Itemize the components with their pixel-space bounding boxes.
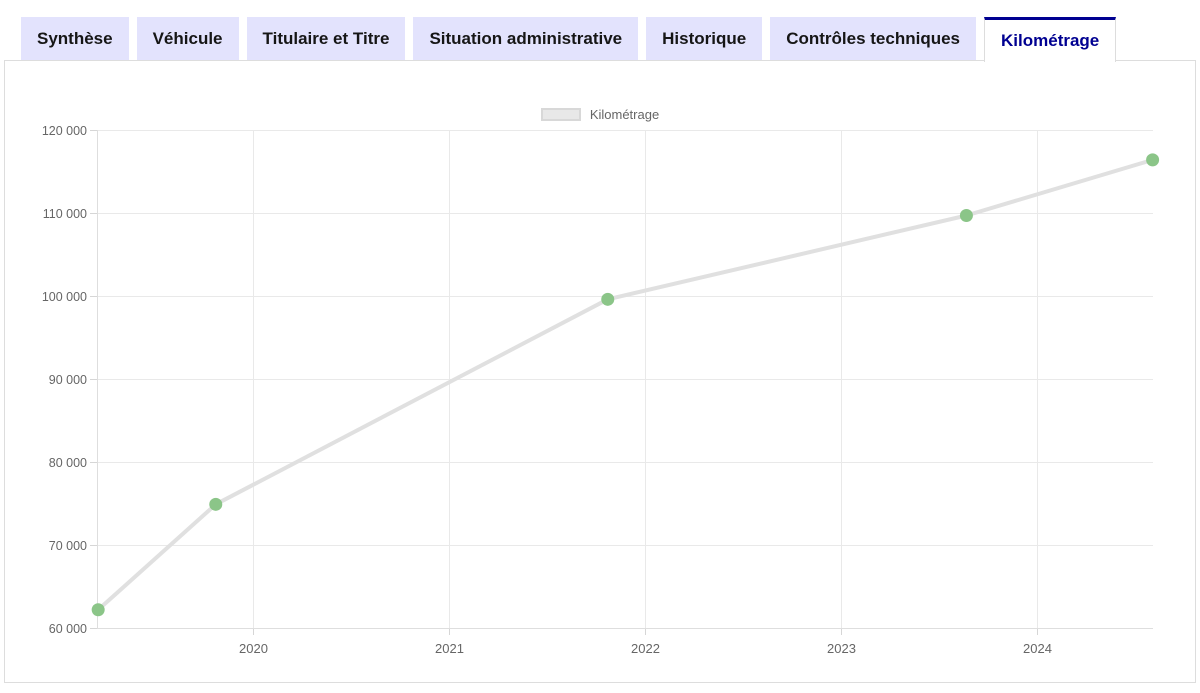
tab-titulaire-et-titre[interactable]: Titulaire et Titre xyxy=(246,17,406,60)
x-tick-label: 2023 xyxy=(827,641,856,656)
tab-vehicule[interactable]: Véhicule xyxy=(136,17,239,60)
chart-legend: Kilométrage xyxy=(0,102,1200,126)
data-point[interactable] xyxy=(959,208,973,222)
tab-kilometrage[interactable]: Kilométrage xyxy=(984,17,1117,62)
y-tick-label: 70 000 xyxy=(49,539,87,553)
data-point[interactable] xyxy=(1146,153,1160,167)
x-tick-label: 2022 xyxy=(631,641,660,656)
tab-historique[interactable]: Historique xyxy=(646,17,763,60)
y-tick-label: 100 000 xyxy=(42,290,87,304)
data-point[interactable] xyxy=(209,497,223,511)
y-tick-label: 110 000 xyxy=(43,207,87,221)
tab-panel xyxy=(4,60,1196,683)
y-tick-label: 60 000 xyxy=(49,622,87,636)
y-tick-label: 90 000 xyxy=(49,373,87,387)
x-tick-label: 2024 xyxy=(1023,641,1052,656)
tab-controles-techniques[interactable]: Contrôles techniques xyxy=(770,17,977,60)
data-point[interactable] xyxy=(601,292,615,306)
x-tick-label: 2021 xyxy=(435,641,464,656)
y-tick-label: 120 000 xyxy=(42,124,87,138)
tab-synthese[interactable]: Synthèse xyxy=(21,17,129,60)
y-tick-label: 80 000 xyxy=(49,456,87,470)
tab-bar: Synthèse Véhicule Titulaire et Titre Sit… xyxy=(21,17,1117,62)
legend-swatch xyxy=(540,107,581,121)
x-tick-label: 2020 xyxy=(239,641,268,656)
data-point[interactable] xyxy=(91,603,105,617)
legend-label: Kilométrage xyxy=(589,106,660,122)
mileage-line xyxy=(96,157,1155,612)
tab-situation-administrative[interactable]: Situation administrative xyxy=(413,17,639,60)
